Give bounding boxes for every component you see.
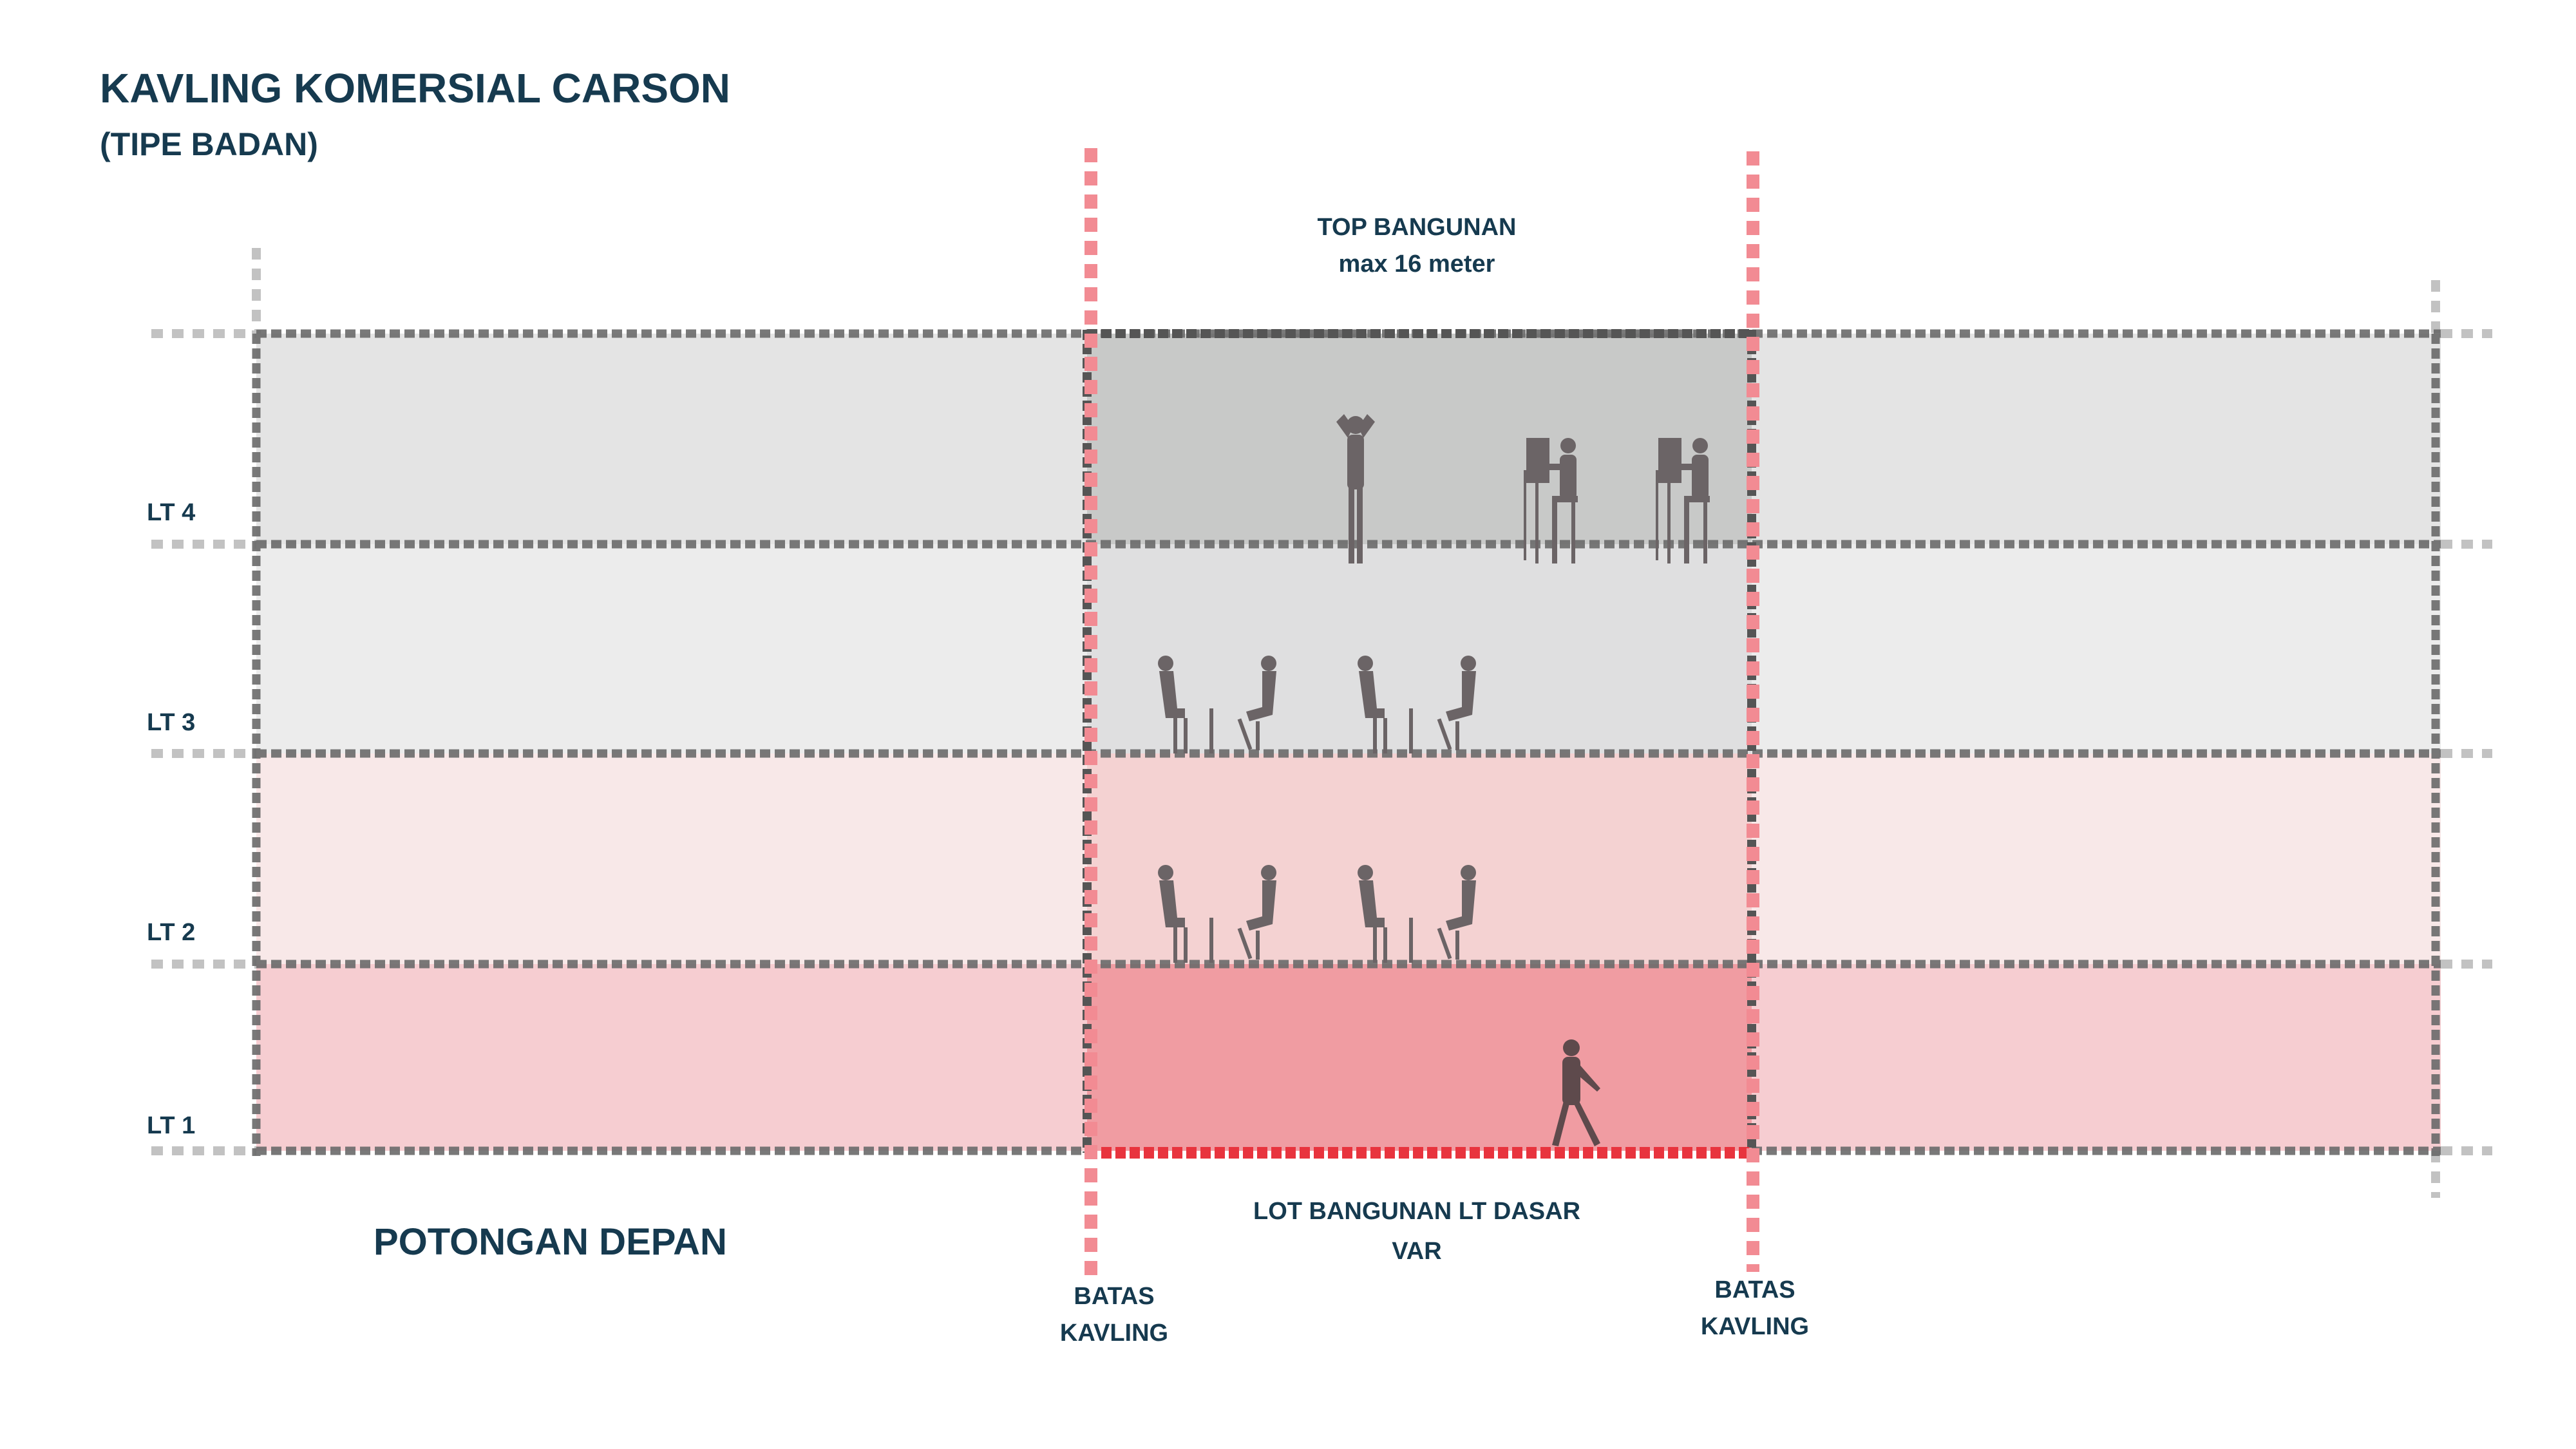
- floor-1-building: [1087, 964, 1752, 1151]
- floor-2-right-band: [1752, 753, 2441, 964]
- top-building-line2: max 16 meter: [1338, 251, 1495, 278]
- top-building-line1: TOP BANGUNAN: [1317, 214, 1517, 241]
- floor-3-right-band: [1752, 544, 2441, 753]
- left-boundary-line2: KAVLING: [1059, 1320, 1169, 1347]
- left-boundary-label: BATAS KAVLING: [1060, 1278, 1168, 1352]
- right-boundary-line2: KAVLING: [1700, 1313, 1810, 1340]
- floor-4-left-band: [256, 334, 1087, 544]
- floor-1-right-band: [1752, 964, 2441, 1151]
- top-building-note: TOP BANGUNAN max 16 meter: [1318, 209, 1517, 283]
- seated-meeting-icon: [1158, 865, 1276, 963]
- section-title: POTONGAN DEPAN: [374, 1221, 727, 1263]
- floor-label-lt3: LT 3: [147, 709, 196, 736]
- lot-ground-line2: VAR: [1392, 1238, 1442, 1265]
- floor-2-left-band: [256, 753, 1087, 964]
- floor-4-building: [1087, 334, 1752, 544]
- seated-meeting-icon: [1158, 656, 1276, 753]
- floor-3-left-band: [256, 544, 1087, 753]
- right-boundary-line1: BATAS: [1714, 1276, 1795, 1303]
- floor-1-left-band: [256, 964, 1087, 1151]
- floor-3-building: [1087, 544, 1752, 753]
- standing-person-icon: [1336, 414, 1375, 564]
- page-title: KAVLING KOMERSIAL CARSON: [100, 65, 730, 111]
- artist-at-easel-icon: [1656, 438, 1710, 564]
- left-boundary-line1: BATAS: [1074, 1283, 1155, 1310]
- lot-ground-line1: LOT BANGUNAN LT DASAR: [1253, 1198, 1581, 1225]
- floor-label-lt1: LT 1: [147, 1112, 196, 1139]
- lot-ground-note: LOT BANGUNAN LT DASAR VAR: [1253, 1191, 1580, 1271]
- seated-meeting-icon: [1358, 656, 1476, 753]
- walking-person-icon: [1552, 1039, 1600, 1146]
- seated-meeting-icon: [1358, 865, 1476, 963]
- lot-boundary-lines: [1084, 148, 1759, 1278]
- floor-2-building: [1087, 753, 1752, 964]
- guide-lines: [151, 248, 2492, 1198]
- page-subtitle: (TIPE BADAN): [100, 126, 318, 162]
- artist-at-easel-icon: [1524, 438, 1578, 564]
- right-boundary-label: BATAS KAVLING: [1701, 1272, 1809, 1345]
- floor-label-lt2: LT 2: [147, 919, 196, 946]
- people-figures: [1158, 414, 1710, 1146]
- floor-lines: [252, 329, 2441, 1156]
- floor-4-right-band: [1752, 334, 2441, 544]
- floor-label-lt4: LT 4: [147, 499, 196, 526]
